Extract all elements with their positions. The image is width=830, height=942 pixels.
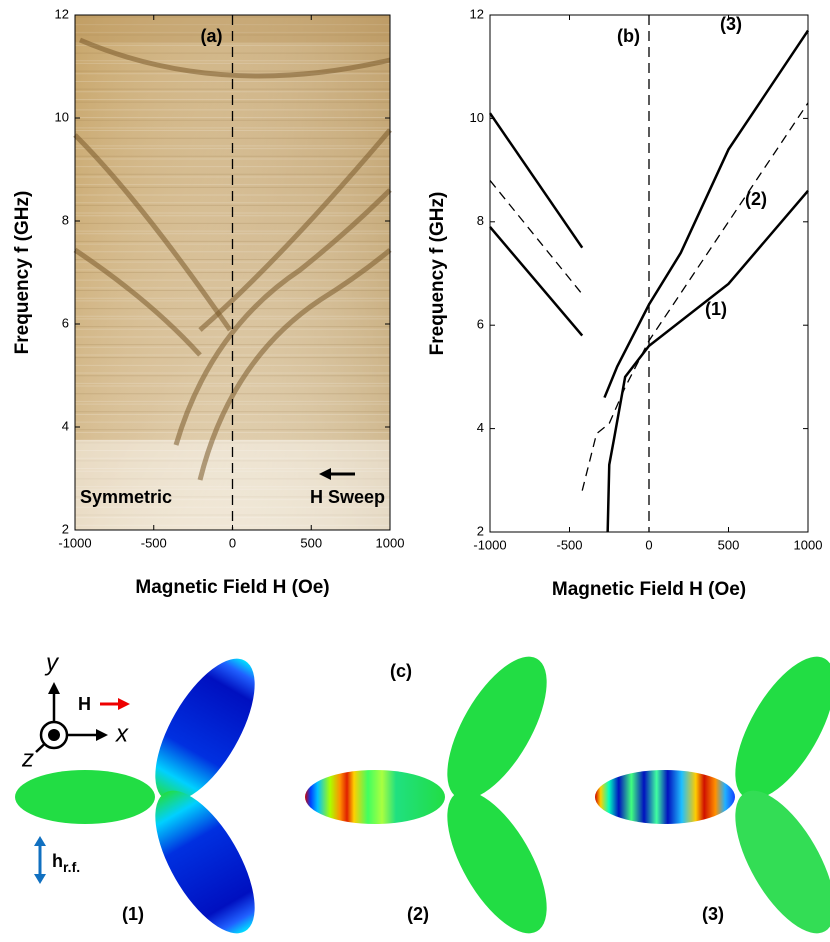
x-tick-label: 1000 (376, 535, 405, 550)
element-upper (716, 642, 830, 815)
series-label: (3) (720, 14, 742, 34)
panel-label: (2) (407, 904, 429, 924)
panel-c: y x z H hr.f. (c) (1) (2) (3) (15, 642, 830, 937)
x-tick-label: -1000 (473, 537, 506, 552)
x-tick-label: 500 (718, 537, 740, 552)
arrow-head (48, 682, 60, 694)
series-line (608, 191, 808, 532)
annotation: H Sweep (310, 487, 385, 507)
series-line (490, 227, 582, 336)
panel-label: (3) (702, 904, 724, 924)
element-lower (428, 776, 567, 937)
z-dot (48, 729, 60, 741)
y-tick-label: 6 (477, 317, 484, 332)
axis-z: z (21, 745, 34, 772)
series-label: (2) (745, 189, 767, 209)
element-lower (136, 776, 275, 937)
y-tick-label: 8 (62, 212, 69, 227)
y-axis-label: Frequency f (GHz) (427, 192, 448, 356)
y-tick-label: 12 (470, 6, 484, 21)
y-tick-label: 2 (477, 523, 484, 538)
chart-title: (a) (201, 26, 223, 46)
x-tick-label: 500 (300, 535, 322, 550)
arrow-head (96, 729, 108, 741)
x-axis-label: Magnetic Field H (Oe) (552, 579, 746, 600)
y-tick-label: 12 (55, 6, 69, 21)
element-left (15, 770, 155, 824)
element-left (595, 770, 735, 824)
field-label: H (78, 694, 91, 714)
series-line (490, 180, 582, 294)
x-tick-label: 0 (645, 537, 652, 552)
panel-label: (1) (122, 904, 144, 924)
x-tick-label: 1000 (794, 537, 823, 552)
y-tick-label: 6 (62, 315, 69, 330)
rf-label: hr.f. (52, 851, 80, 875)
rf-h: h (52, 851, 63, 871)
series-line (490, 113, 582, 247)
y-axis-label: Frequency f (GHz) (12, 191, 33, 355)
element-left (305, 770, 445, 824)
x-tick-label: -500 (141, 535, 167, 550)
element-upper (428, 642, 567, 815)
element-upper (136, 644, 275, 817)
y-tick-label: 2 (62, 521, 69, 536)
x-tick-label: 0 (229, 535, 236, 550)
x-tick-label: -500 (556, 537, 582, 552)
series-label: (1) (705, 299, 727, 319)
axis-x: x (115, 720, 129, 747)
annotation: Symmetric (80, 487, 172, 507)
x-tick-label: -1000 (58, 535, 91, 550)
x-axis-label: Magnetic Field H (Oe) (135, 577, 329, 598)
chart-title: (b) (617, 26, 640, 46)
panel-title: (c) (390, 661, 412, 681)
y-tick-label: 10 (55, 109, 69, 124)
arrow-head (118, 698, 130, 710)
y-tick-label: 10 (470, 110, 484, 125)
y-tick-label: 4 (477, 420, 484, 435)
rf-sub: r.f. (63, 859, 80, 875)
series-line (604, 31, 808, 398)
axis-y: y (44, 649, 60, 676)
figure: y x z H hr.f. (c) (1) (2) (3) Symmetric H… (0, 0, 830, 937)
y-tick-label: 4 (62, 418, 69, 433)
y-tick-label: 8 (477, 213, 484, 228)
